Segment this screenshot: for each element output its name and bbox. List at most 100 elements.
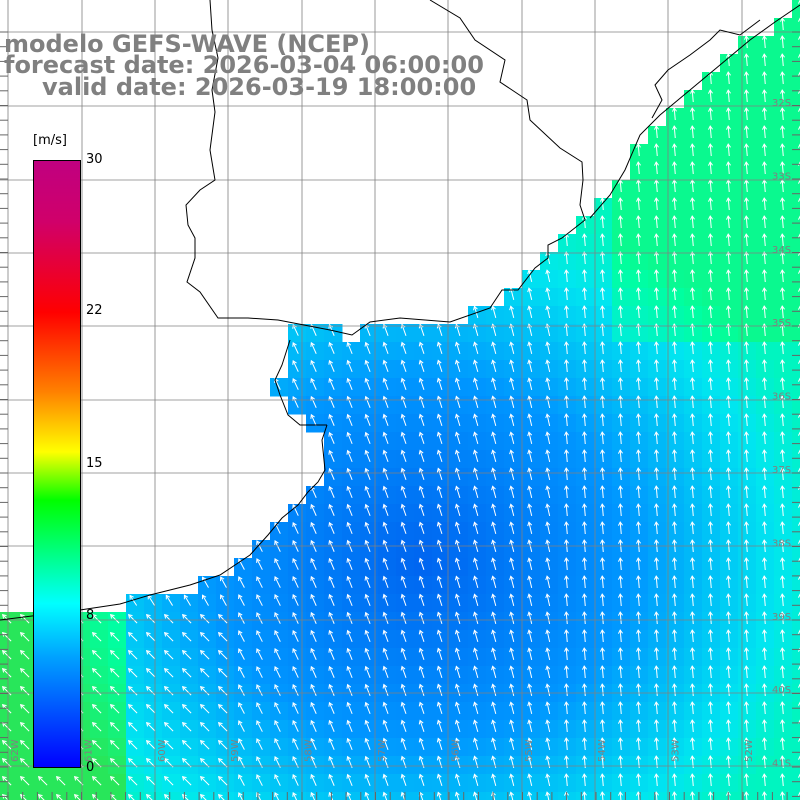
wind-arrow [528,522,533,535]
wind-arrow-head [672,701,677,706]
wind-arrow-head [798,17,800,22]
wind-arrow [655,377,658,391]
wind-arrow [745,773,748,787]
wind-arrow [110,740,120,750]
wind-arrow-head [762,359,767,364]
wind-arrow [745,665,748,679]
wind-arrow [546,378,551,391]
wind-arrow-head [127,757,133,763]
wind-arrow-head [509,377,514,383]
wind-arrow-head [690,467,695,472]
wind-arrow [691,359,694,373]
wind-arrow-head [364,377,370,383]
wind-arrow [510,414,515,427]
wind-arrow-head [527,467,533,473]
wind-arrow-head [491,359,496,365]
wind-arrow [745,125,748,139]
wind-arrow [110,614,120,624]
wind-arrow-head [708,701,713,706]
wind-arrow [745,305,748,319]
wind-arrow [619,773,622,787]
wind-arrow [455,522,461,535]
wind-arrow-head [292,737,297,743]
wind-arrow [546,486,551,499]
wind-speed-cell [792,666,800,685]
wind-arrow-head [346,647,352,653]
wind-arrow [474,360,479,373]
wind-speed-cell [792,414,800,433]
wind-arrow-head [400,791,406,797]
wind-arrow-head [672,665,677,670]
wind-arrow [383,774,389,786]
wind-arrow [328,648,335,660]
wind-arrow [691,647,694,661]
wind-arrow-head [310,701,315,707]
wind-arrow [365,396,371,408]
wind-arrow-head [744,251,749,256]
wind-arrow [763,107,766,121]
wind-arrow [128,704,138,714]
wind-arrow-head [346,629,352,635]
wind-arrow [763,305,766,319]
wind-arrow-head [690,593,695,598]
wind-arrow-head [436,773,442,779]
wind-arrow-head [527,755,533,761]
wind-arrow-head [310,557,315,563]
wind-arrow-head [527,305,533,311]
wind-arrow-head [400,737,406,743]
wind-arrow [220,576,227,588]
wind-arrow-head [564,575,569,580]
wind-arrow-head [454,665,460,671]
wind-arrow [655,701,658,715]
wind-arrow-head [780,233,785,238]
wind-arrow [583,269,586,283]
wind-arrow-head [726,395,731,400]
wind-arrow [673,593,676,607]
wind-arrow [781,521,784,535]
wind-arrow [238,648,245,660]
wind-arrow [709,521,712,535]
wind-arrow [709,467,712,481]
wind-arrow-head [726,377,731,382]
lon-label: 55W [524,739,535,762]
wind-arrow-head [762,161,767,166]
wind-arrow [347,486,353,498]
wind-arrow [781,413,784,427]
wind-arrow [601,647,604,661]
wind-arrow-head [582,575,587,580]
wind-arrow-head [564,377,569,382]
wind-arrow-head [472,755,478,761]
wind-arrow-head [491,413,496,419]
wind-arrow [492,630,497,643]
wind-arrow-head [436,755,442,761]
wind-arrow-head [762,305,767,310]
wind-arrow-head [472,431,478,437]
wind-arrow [164,614,174,624]
wind-arrow-head [436,647,442,653]
wind-arrow [763,269,766,283]
wind-arrow-head [798,359,800,364]
wind-arrow [781,125,784,139]
wind-arrow [292,612,299,624]
wind-arrow [20,614,30,624]
wind-arrow [419,792,424,800]
wind-arrow [655,737,658,751]
wind-arrow [310,594,317,606]
wind-arrow [565,413,568,427]
wind-arrow-head [328,737,333,743]
wind-arrow [601,737,604,751]
wind-arrow [583,683,586,697]
wind-arrow-head [654,773,659,778]
wind-arrow-head [726,629,731,634]
wind-arrow [727,665,730,679]
wind-arrow-head [364,359,370,365]
wind-arrow-head [19,757,25,763]
wind-arrow [763,575,766,589]
wind-arrow-head [310,683,315,689]
wind-arrow [510,630,515,643]
wind-arrow [565,521,568,535]
wind-arrow-head [491,377,496,383]
wind-arrow [2,740,12,750]
wind-arrow-head [798,287,800,292]
wind-arrow-head [181,775,187,781]
